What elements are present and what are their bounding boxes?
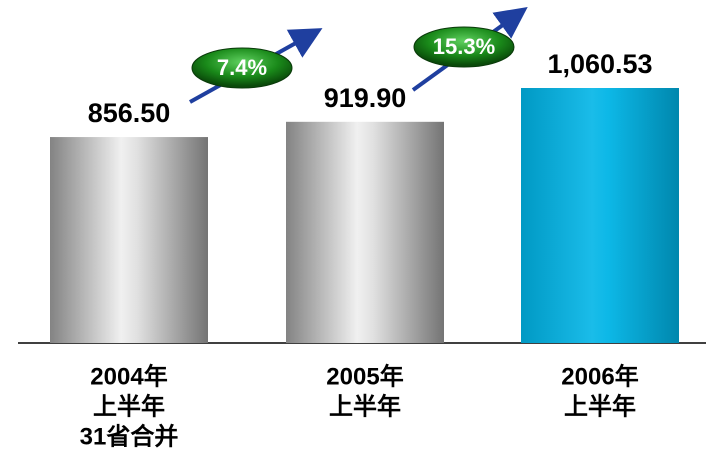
x-tick-label: 上半年	[93, 392, 165, 420]
value-label: 856.50	[88, 98, 171, 128]
x-tick-label: 2004年	[90, 362, 167, 390]
growth-badge	[413, 26, 515, 68]
bar	[286, 121, 444, 343]
value-label: 1,060.53	[547, 49, 652, 79]
value-label: 919.90	[324, 83, 407, 113]
x-tick-label: 2005年	[326, 362, 403, 390]
x-tick-label: 上半年	[329, 392, 401, 420]
growth-label: 7.4%	[217, 55, 267, 80]
growth-label: 15.3%	[433, 34, 495, 59]
x-tick-label: 2006年	[561, 362, 638, 390]
growth-badge	[191, 47, 293, 89]
x-tick-label: 31省合并	[80, 422, 179, 450]
bar	[50, 137, 208, 343]
bar	[521, 88, 679, 343]
x-tick-label: 上半年	[564, 392, 636, 420]
